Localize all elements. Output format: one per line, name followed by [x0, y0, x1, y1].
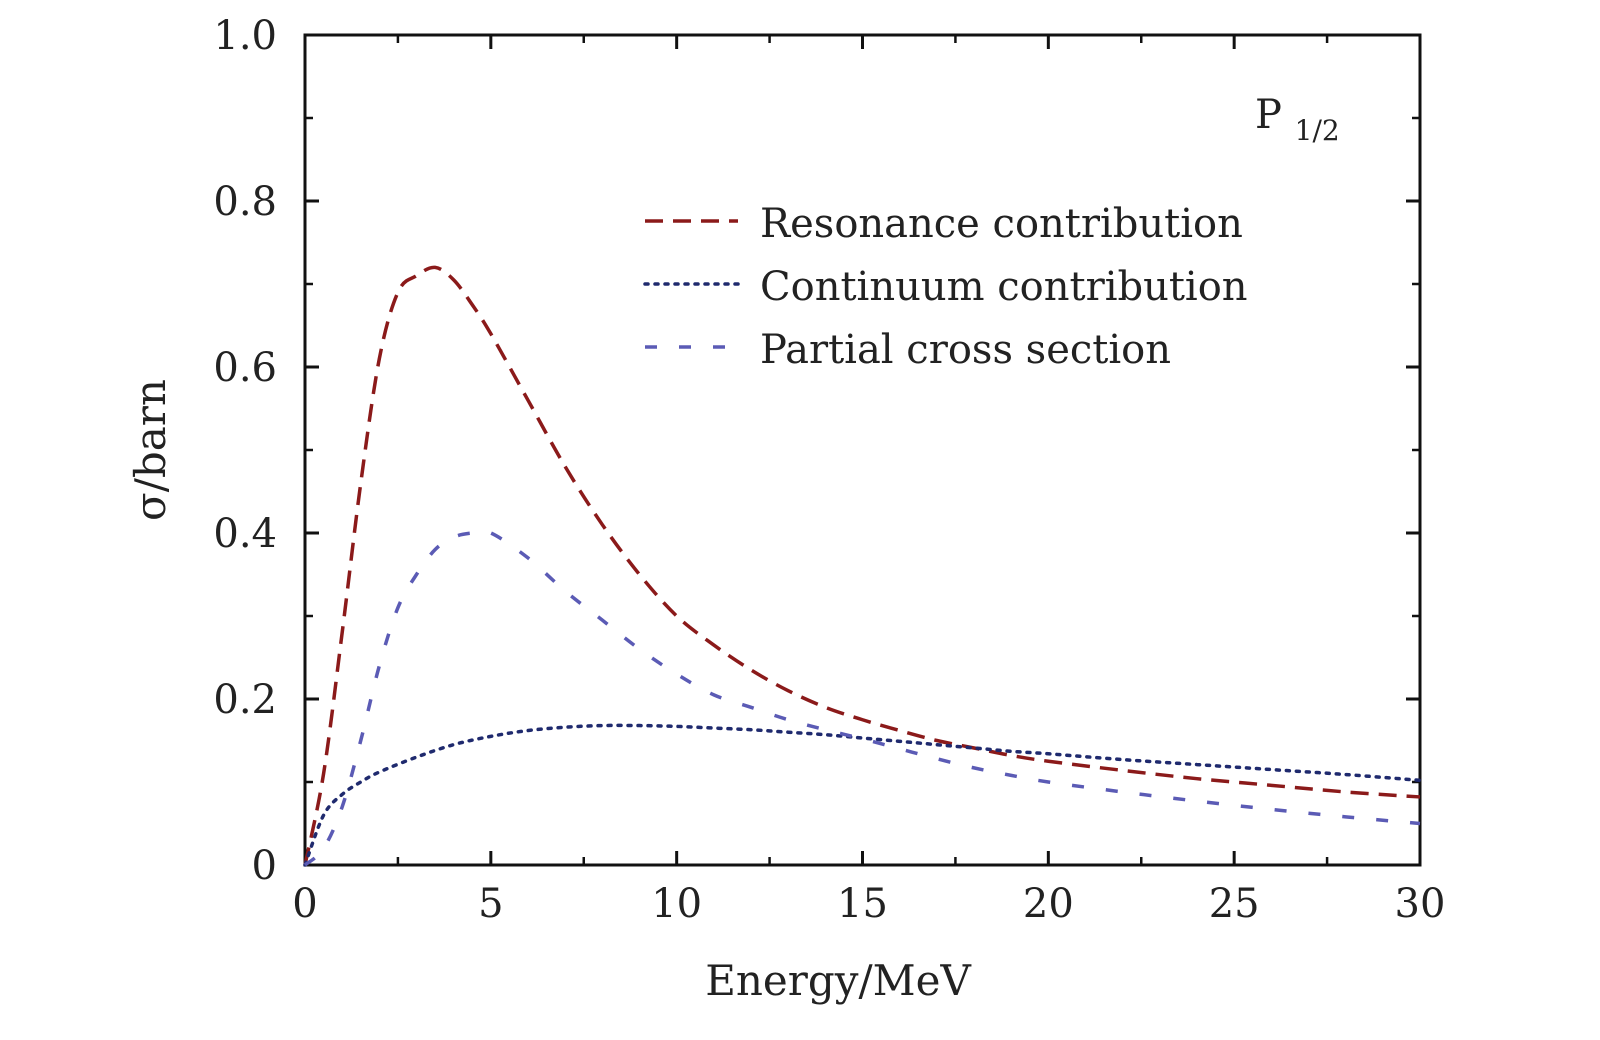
series-line-2 [303, 723, 1422, 867]
annotation-main: P [1255, 92, 1282, 138]
y-tick-label: 0.8 [213, 179, 277, 225]
series-layer [303, 265, 1422, 867]
annotation-sub: 1/2 [1295, 114, 1340, 147]
x-tick-label: 10 [651, 881, 702, 927]
x-tick-label: 20 [1023, 881, 1074, 927]
axes: 0 5 10 15 20 25 30 0 0.2 0.4 0.6 0.8 1.0 [213, 13, 1445, 927]
x-axis-title: Energy/MeV [705, 956, 971, 1005]
legend-label-1: Resonance contribution [760, 201, 1243, 247]
x-tick-label: 0 [292, 881, 317, 927]
y-tick-label: 0 [252, 843, 277, 889]
x-tick-label: 30 [1395, 881, 1446, 927]
legend-label-3: Partial cross section [760, 327, 1171, 373]
y-tick-label: 0.4 [213, 511, 277, 557]
legend-label-2: Continuum contribution [760, 264, 1248, 310]
legend: Resonance contribution Continuum contribu… [643, 201, 1248, 373]
y-tick-label: 0.6 [213, 345, 277, 391]
y-tick-label: 1.0 [213, 13, 277, 59]
x-tick-label: 5 [478, 881, 503, 927]
y-tick-label: 0.2 [213, 677, 277, 723]
annotation-label: P 1/2 [1255, 92, 1340, 147]
x-tick-label: 15 [837, 881, 888, 927]
series-line-3 [303, 529, 1421, 867]
y-axis-title: σ/barn [126, 379, 175, 521]
series-line-1 [303, 265, 1421, 866]
x-tick-label: 25 [1209, 881, 1260, 927]
